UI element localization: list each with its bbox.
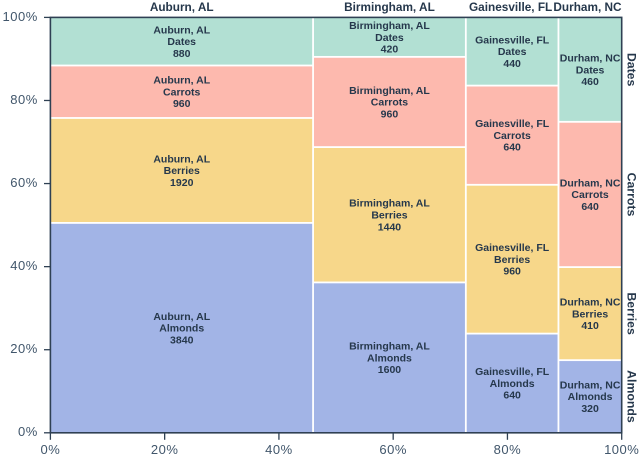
- svg-text:960: 960: [503, 266, 521, 278]
- svg-text:Birmingham, AL: Birmingham, AL: [349, 198, 430, 210]
- svg-text:Dates: Dates: [625, 53, 639, 87]
- svg-text:Dates: Dates: [498, 46, 527, 58]
- svg-text:Dates: Dates: [167, 36, 196, 48]
- svg-text:80%: 80%: [10, 92, 38, 107]
- svg-text:440: 440: [503, 58, 521, 70]
- svg-text:640: 640: [503, 142, 521, 154]
- svg-text:1440: 1440: [378, 221, 402, 233]
- svg-text:3840: 3840: [170, 334, 194, 346]
- svg-text:960: 960: [381, 108, 399, 120]
- svg-text:Carrots: Carrots: [163, 86, 201, 98]
- svg-text:Gainesville, FL: Gainesville, FL: [475, 366, 550, 378]
- svg-text:880: 880: [173, 48, 191, 60]
- svg-text:Berries: Berries: [164, 165, 200, 177]
- svg-text:Gainesville, FL: Gainesville, FL: [475, 118, 550, 130]
- svg-text:420: 420: [381, 44, 399, 56]
- svg-text:1600: 1600: [378, 364, 402, 376]
- svg-text:20%: 20%: [151, 442, 179, 457]
- svg-text:100%: 100%: [604, 442, 639, 457]
- svg-text:60%: 60%: [379, 442, 407, 457]
- svg-text:40%: 40%: [10, 258, 38, 273]
- svg-text:640: 640: [581, 201, 599, 213]
- svg-text:Almonds: Almonds: [568, 391, 613, 403]
- svg-text:Birmingham, AL: Birmingham, AL: [344, 0, 435, 14]
- svg-text:Auburn, AL: Auburn, AL: [150, 0, 214, 14]
- svg-text:410: 410: [581, 320, 599, 332]
- svg-text:Carrots: Carrots: [371, 97, 409, 109]
- svg-text:Durham, NC: Durham, NC: [560, 177, 621, 189]
- svg-text:Carrots: Carrots: [493, 130, 531, 142]
- svg-text:20%: 20%: [10, 341, 38, 356]
- svg-text:Gainesville, FL: Gainesville, FL: [475, 34, 550, 46]
- svg-text:Birmingham, AL: Birmingham, AL: [349, 341, 430, 353]
- svg-text:640: 640: [503, 390, 521, 402]
- svg-text:Berries: Berries: [494, 254, 530, 266]
- svg-text:Auburn, AL: Auburn, AL: [153, 153, 210, 165]
- svg-text:320: 320: [581, 403, 599, 415]
- svg-text:Dates: Dates: [576, 64, 605, 76]
- svg-text:Auburn, AL: Auburn, AL: [153, 311, 210, 323]
- svg-text:Berries: Berries: [572, 308, 608, 320]
- svg-text:60%: 60%: [10, 175, 38, 190]
- svg-text:Durham, NC: Durham, NC: [560, 379, 621, 391]
- svg-text:100%: 100%: [3, 9, 38, 24]
- svg-text:0%: 0%: [18, 424, 38, 439]
- svg-text:Durham, NC: Durham, NC: [560, 53, 621, 65]
- svg-text:40%: 40%: [265, 442, 293, 457]
- svg-text:Berries: Berries: [371, 209, 407, 221]
- svg-text:Dates: Dates: [375, 32, 404, 44]
- svg-text:Carrots: Carrots: [571, 189, 609, 201]
- svg-text:80%: 80%: [494, 442, 522, 457]
- svg-text:1920: 1920: [170, 177, 194, 189]
- svg-text:Gainesville, FL: Gainesville, FL: [475, 242, 550, 254]
- svg-text:Durham, NC: Durham, NC: [553, 0, 622, 14]
- svg-text:460: 460: [581, 76, 599, 88]
- svg-text:Almonds: Almonds: [625, 370, 639, 423]
- svg-text:Auburn, AL: Auburn, AL: [153, 75, 210, 87]
- svg-text:Almonds: Almonds: [367, 352, 412, 364]
- svg-text:Gainesville, FL: Gainesville, FL: [469, 0, 552, 14]
- svg-text:Auburn, AL: Auburn, AL: [153, 24, 210, 36]
- svg-text:0%: 0%: [41, 442, 61, 457]
- svg-text:Almonds: Almonds: [159, 323, 204, 335]
- svg-text:Birmingham, AL: Birmingham, AL: [349, 20, 430, 32]
- svg-text:Carrots: Carrots: [625, 173, 639, 217]
- svg-text:960: 960: [173, 98, 191, 110]
- svg-text:Durham, NC: Durham, NC: [560, 297, 621, 309]
- svg-text:Almonds: Almonds: [490, 378, 535, 390]
- svg-text:Birmingham, AL: Birmingham, AL: [349, 85, 430, 97]
- svg-text:Berries: Berries: [625, 292, 639, 335]
